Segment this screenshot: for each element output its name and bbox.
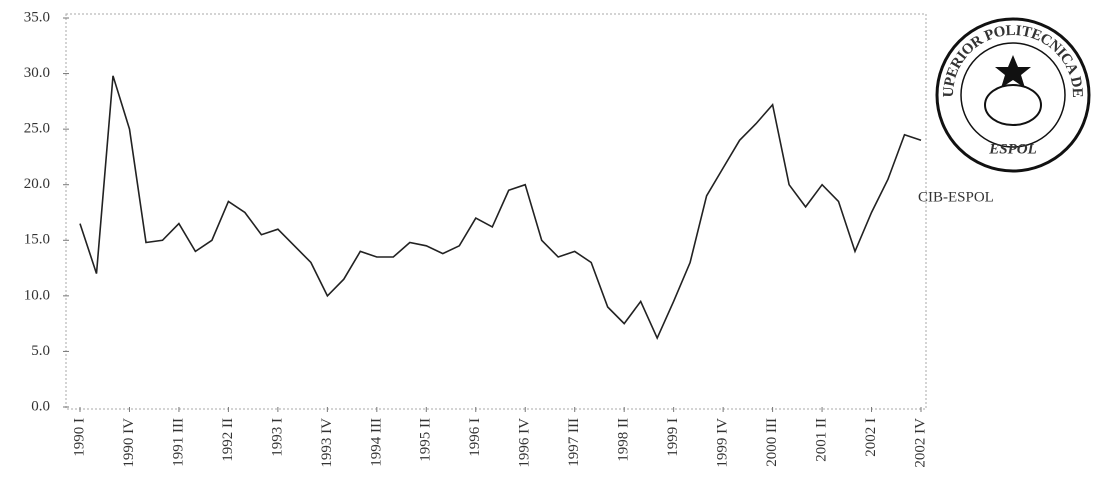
logo-ring-text: ESCUELA SUPERIOR POLITECNICA DEL LITORAL [0, 0, 1085, 98]
x-tick-label: 1996 I [467, 418, 483, 457]
y-tick-label: 10.0 [24, 287, 50, 303]
logo-center: ESPOL [988, 141, 1037, 157]
line-series [79, 75, 922, 341]
x-tick-label: 1996 IV [517, 418, 533, 468]
x-tick-label: 1992 II [220, 418, 236, 462]
x-tick-label: 1999 IV [715, 418, 731, 468]
logo-inner [960, 42, 1066, 148]
logo-ring [935, 17, 1091, 173]
logo-turtle [984, 84, 1042, 126]
x-tick-label: 2001 II [813, 418, 829, 462]
x-tick-label: 1990 IV [121, 418, 137, 468]
x-tick-label: 1999 I [665, 418, 681, 457]
y-tick-label: 35.0 [24, 9, 50, 25]
logo-caption: CIB-ESPOL [918, 189, 994, 205]
logo: ESCUELA SUPERIOR POLITECNICA DEL LITORAL… [0, 0, 1091, 173]
y-tick-label: 30.0 [24, 65, 50, 81]
x-tick-label: 1991 III [170, 418, 186, 467]
plot-frame [65, 13, 927, 410]
y-tick-label: 15.0 [24, 232, 50, 248]
y-tick-label: 0.0 [31, 398, 50, 414]
x-tick-label: 2002 IV [912, 418, 928, 468]
x-tick-label: 2000 III [764, 418, 780, 467]
y-tick-label: 5.0 [31, 343, 50, 359]
x-tick-label: 2002 I [863, 418, 879, 457]
y-tick-label: 25.0 [24, 121, 50, 137]
x-tick-label: 1993 IV [319, 418, 335, 468]
x-tick-label: 1993 I [269, 418, 285, 457]
x-tick-label: 1990 I [71, 418, 87, 457]
y-tick-label: 20.0 [24, 176, 50, 192]
x-tick-label: 1994 III [368, 418, 384, 467]
logo-star [995, 55, 1031, 88]
x-tick-label: 1998 II [616, 418, 632, 462]
x-tick-label: 1997 III [566, 418, 582, 467]
x-tick-label: 1995 II [418, 418, 434, 462]
